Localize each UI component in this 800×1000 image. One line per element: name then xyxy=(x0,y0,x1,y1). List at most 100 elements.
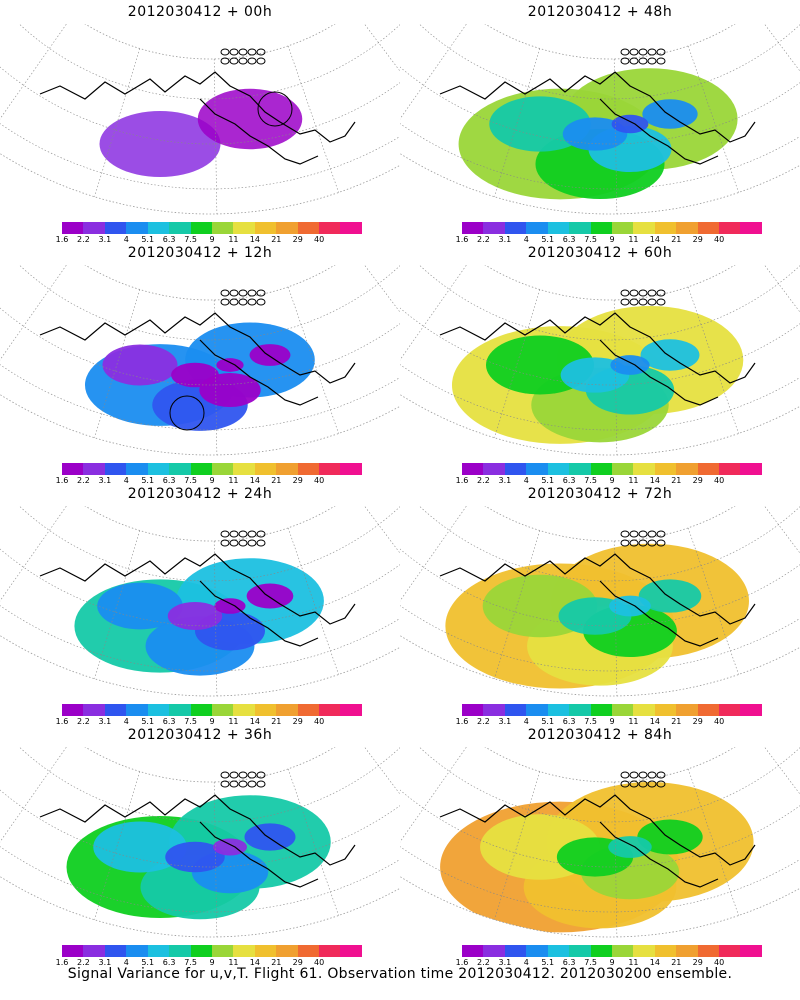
colorbar-cell xyxy=(462,945,484,957)
island-outline xyxy=(638,57,648,65)
parallel-line xyxy=(400,66,800,145)
island-outline xyxy=(220,298,230,306)
coastline xyxy=(39,312,356,384)
colorbar-tick-label: 29 xyxy=(292,717,303,726)
colorbar-tick-label: 11 xyxy=(628,476,639,485)
colorbar-cell xyxy=(126,463,148,475)
colorbar-tick-label: 21 xyxy=(671,476,682,485)
parallel-line xyxy=(0,66,400,145)
colorbar-cell xyxy=(233,222,255,234)
coastline xyxy=(439,794,756,866)
variance-contour xyxy=(638,579,702,613)
parallel-line xyxy=(418,747,800,823)
colorbar-cell xyxy=(526,704,548,716)
island-outline xyxy=(229,539,239,547)
parallel-line xyxy=(418,265,800,341)
island-outline xyxy=(256,771,266,779)
colorbar-cell xyxy=(233,463,255,475)
colorbar xyxy=(462,463,762,475)
colorbar-tick-label: 40 xyxy=(714,235,725,244)
colorbar-tick-label: 9 xyxy=(209,958,215,967)
meridian-line xyxy=(287,286,339,434)
island-outline xyxy=(620,48,630,56)
variance-map xyxy=(400,24,800,215)
colorbar-cell xyxy=(126,704,148,716)
island-outline xyxy=(238,48,248,56)
colorbar-cell xyxy=(169,704,191,716)
island-outline xyxy=(238,289,248,297)
meridian-line xyxy=(0,265,67,361)
island-outline xyxy=(247,780,257,788)
map-panel-p60: 2012030412 + 60h 1.6 2.2 3.1 4 5.1 6.3 7.5 9 11 14… xyxy=(400,241,800,486)
colorbar xyxy=(462,945,762,957)
coastline xyxy=(599,821,719,888)
colorbar-cell xyxy=(719,463,741,475)
colorbar-tick-label: 3.1 xyxy=(498,235,512,244)
meridian-line xyxy=(494,771,541,920)
island-outline xyxy=(620,539,630,547)
colorbar-cell xyxy=(147,222,170,234)
island-outline xyxy=(256,780,266,788)
island-outline xyxy=(647,48,657,56)
colorbar-ticks: 1.6 2.2 3.1 4 5.1 6.3 7.5 9 11 14 21 29 40 xyxy=(456,958,762,968)
variance-contour xyxy=(167,601,223,631)
colorbar-tick-label: 21 xyxy=(671,958,682,967)
colorbar-cell xyxy=(611,222,634,234)
map-border xyxy=(0,506,400,697)
colorbar-tick-label: 21 xyxy=(671,235,682,244)
colorbar-cell xyxy=(676,945,698,957)
meridian-line xyxy=(494,530,541,679)
colorbar-tick-label: 6.3 xyxy=(562,958,576,967)
panel-title: 2012030412 + 00h xyxy=(127,4,273,20)
colorbar-cell xyxy=(526,945,548,957)
meridian-line xyxy=(287,45,339,193)
variance-map xyxy=(400,506,800,697)
colorbar-cell xyxy=(740,463,762,475)
colorbar-cell xyxy=(190,704,212,716)
parallel-line xyxy=(18,265,400,341)
meridian-line xyxy=(400,747,467,843)
island-outline xyxy=(638,530,648,538)
panel-title: 2012030412 + 84h xyxy=(527,727,673,743)
meridian-line xyxy=(687,286,739,434)
island-outline xyxy=(629,771,639,779)
variance-contour xyxy=(97,582,183,630)
colorbar-cell xyxy=(340,704,362,716)
map-border xyxy=(400,265,800,456)
coastline xyxy=(599,580,719,647)
colorbar-tick-label: 1.6 xyxy=(455,235,469,244)
parallel-line xyxy=(0,548,400,627)
island-outline xyxy=(247,771,257,779)
colorbar-tick-label: 29 xyxy=(292,235,303,244)
map-panel-p00: 2012030412 + 00h 1.6 2.2 3.1 4 5.1 6.3 7.5 9 11 14… xyxy=(0,0,400,245)
variance-contour xyxy=(244,823,296,851)
colorbar-cell xyxy=(340,463,362,475)
colorbar-cell xyxy=(569,463,591,475)
colorbar-tick-label: 6.3 xyxy=(162,235,176,244)
parallel-line xyxy=(18,747,400,823)
island-outline xyxy=(220,771,230,779)
colorbar-tick-label: 4 xyxy=(523,958,529,967)
colorbar-tick-label: 7.5 xyxy=(584,476,597,485)
variance-contour xyxy=(216,358,244,372)
colorbar-cell xyxy=(62,945,84,957)
colorbar-cell xyxy=(319,945,341,957)
colorbar xyxy=(462,222,762,234)
island-outline xyxy=(620,530,630,538)
colorbar-tick-label: 9 xyxy=(609,476,615,485)
colorbar-tick-label: 4 xyxy=(523,717,529,726)
island-outline xyxy=(220,539,230,547)
colorbar-cell xyxy=(504,945,527,957)
colorbar-cell xyxy=(126,945,148,957)
island-outline xyxy=(247,57,257,65)
colorbar-tick-label: 9 xyxy=(609,958,615,967)
colorbar-cell xyxy=(147,945,170,957)
island-outline xyxy=(647,539,657,547)
coastline xyxy=(599,98,719,165)
island-outline xyxy=(256,530,266,538)
colorbar-cell xyxy=(319,463,341,475)
variance-map xyxy=(0,506,400,697)
colorbar-cell xyxy=(297,222,320,234)
colorbar-tick-label: 7.5 xyxy=(184,476,197,485)
colorbar-tick-label: 14 xyxy=(649,717,660,726)
